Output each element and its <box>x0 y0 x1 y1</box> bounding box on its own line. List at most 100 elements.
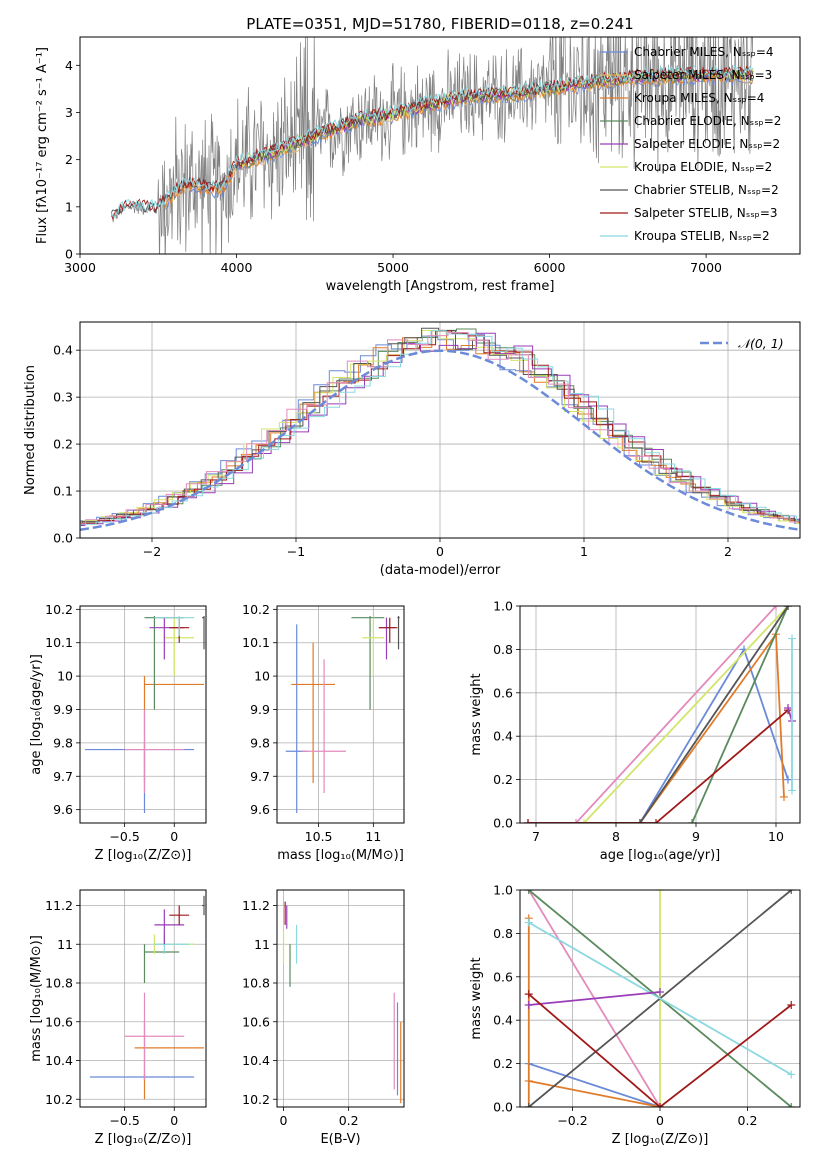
legend-label: Salpeter MILES, Nₛₛₚ=3 <box>634 68 772 82</box>
x-tick-label: 0 <box>280 1113 288 1128</box>
plot-area <box>110 37 754 254</box>
x-tick-label: 0.2 <box>738 1113 758 1128</box>
y-tick-label: 11.2 <box>45 898 73 913</box>
x-axis-label: age [log₁₀(age/yr)] <box>600 848 721 863</box>
y-tick-label: 10.8 <box>45 976 73 991</box>
weight-marker <box>524 1001 533 1010</box>
weight-marker <box>652 819 660 823</box>
y-tick-label: 9.6 <box>53 802 73 817</box>
x-tick-label: 2 <box>724 544 732 559</box>
y-tick-label: 10.4 <box>242 1053 270 1068</box>
weight-line <box>639 606 789 823</box>
y-axis-label: mass weight <box>469 673 484 755</box>
x-tick-label: 10 <box>768 829 784 844</box>
model-line-salpeter-miles <box>164 71 754 210</box>
data-point <box>351 616 385 710</box>
y-tick-label: 0.8 <box>493 926 513 941</box>
chart-title: PLATE=0351, MJD=51780, FIBERID=0118, z=0… <box>246 15 633 33</box>
chart-residuals: −2 −1 0 1 2 0.0 0.1 0.2 0.3 0.4 (data-model)/error… <box>23 321 801 578</box>
x-axis-label: E(B-V) <box>320 1132 360 1147</box>
weight-line <box>528 631 785 823</box>
weight-line <box>528 709 789 823</box>
data-point <box>285 624 308 813</box>
weight-marker <box>787 1001 796 1010</box>
data-point <box>362 617 385 677</box>
weight-marker <box>788 786 796 795</box>
weight-line <box>528 606 777 823</box>
y-tick-label: 0.2 <box>53 437 73 452</box>
x-tick-label: 7000 <box>690 260 722 275</box>
data-point <box>124 709 185 793</box>
chart-massweight_vs_Z: −0.2 0 0.2 0.0 0.2 0.4 0.6 0.8 1.0 Z [log₁₀(Z/Z⊙)… <box>469 883 801 1147</box>
axes-frame <box>519 889 801 1108</box>
x-tick-label: 10.5 <box>305 829 333 844</box>
plot-area <box>285 616 400 813</box>
y-tick-label: 9.7 <box>250 769 270 784</box>
x-axis-label: Z [log₁₀(Z/Z⊙)] <box>612 1132 709 1147</box>
weight-marker <box>656 890 664 894</box>
chart-mass_vs_ebv: 0 0.2 10.2 10.4 10.6 10.8 11 11.2 E(B-V) <box>242 889 405 1147</box>
x-axis-label: Z [log₁₀(Z/Z⊙)] <box>95 1132 192 1147</box>
y-tick-label: 0.8 <box>493 642 513 657</box>
y-axis-label: mass weight <box>469 957 484 1039</box>
weight-line <box>528 647 789 823</box>
data-point <box>378 617 396 660</box>
weight-marker <box>780 792 788 801</box>
legend-label: Kroupa ELODIE, Nₛₛₚ=2 <box>634 160 772 174</box>
y-axis-label: age [log₁₀(age/yr)] <box>29 654 44 775</box>
histogram-chabrier-elodie <box>80 328 800 526</box>
histogram-kroupa-stelib <box>80 330 800 527</box>
y-tick-label: 0.0 <box>53 531 73 546</box>
x-tick-label: −0.5 <box>109 1113 139 1128</box>
weight-marker <box>524 918 533 927</box>
x-tick-label: 0 <box>170 1113 178 1128</box>
histogram-salpeter-stelib <box>80 330 800 526</box>
y-tick-label: 10 <box>254 669 270 684</box>
data-point <box>291 642 336 783</box>
x-tick-label: 5000 <box>377 260 409 275</box>
chart-massweight_vs_age: 7 8 9 10 0.0 0.2 0.4 0.6 0.8 1.0 age [log₁₀(age/yr… <box>469 599 801 863</box>
y-tick-label: 1.0 <box>493 599 513 614</box>
x-tick-label: −1 <box>287 544 305 559</box>
y-tick-label: 10.6 <box>242 1014 270 1029</box>
legend-label: Chabrier MILES, Nₛₛₚ=4 <box>634 45 774 59</box>
weight-marker <box>688 819 696 823</box>
x-tick-label: 11 <box>365 829 381 844</box>
weight-marker <box>784 606 792 610</box>
x-axis-label: Z [log₁₀(Z/Z⊙)] <box>95 848 192 863</box>
plot-area <box>80 327 800 532</box>
legend-label: Kroupa STELIB, Nₛₛₚ=2 <box>634 229 770 243</box>
legend-label: 𝒩(0, 1) <box>738 336 784 351</box>
y-tick-label: 10.2 <box>242 1092 270 1107</box>
data-point <box>169 905 190 925</box>
chart-age_vs_Z: −0.5 0 9.6 9.7 9.8 9.9 10 10.1 10.2 Z [log₁₀(Z/Z⊙… <box>29 602 207 863</box>
normal-curve-line <box>80 349 800 532</box>
x-tick-label: 8 <box>612 829 620 844</box>
y-tick-label: 9.9 <box>250 702 270 717</box>
y-tick-label: 9.6 <box>250 802 270 817</box>
weight-line <box>528 991 661 1006</box>
x-tick-label: −2 <box>143 544 161 559</box>
x-axis-label: (data-model)/error <box>380 563 501 578</box>
weight-marker <box>524 990 533 999</box>
y-tick-label: 4 <box>65 58 73 73</box>
plot-area <box>282 901 402 1104</box>
y-tick-label: 9.7 <box>53 769 73 784</box>
x-tick-label: 4000 <box>221 260 253 275</box>
y-tick-label: 0.2 <box>493 772 513 787</box>
y-tick-label: 10.2 <box>45 1092 73 1107</box>
x-tick-label: −0.5 <box>109 829 139 844</box>
x-axis-label: mass [log₁₀(M/M⊙)] <box>277 848 404 863</box>
x-tick-label: 0 <box>170 829 178 844</box>
plot-area <box>524 606 796 823</box>
y-axis-label: mass [log₁₀(M/M⊙)] <box>29 935 44 1062</box>
x-tick-label: −0.2 <box>557 1113 587 1128</box>
legend-label: Chabrier ELODIE, Nₛₛₚ=2 <box>634 114 781 128</box>
data-point <box>397 616 400 650</box>
weight-marker <box>524 890 533 894</box>
x-axis-label: wavelength [Angstrom, rest frame] <box>326 279 555 294</box>
plot-area <box>524 890 796 1107</box>
y-tick-label: 10.2 <box>45 602 73 617</box>
weight-marker <box>787 1070 796 1079</box>
model-line-kroupa-stelib <box>110 64 754 219</box>
